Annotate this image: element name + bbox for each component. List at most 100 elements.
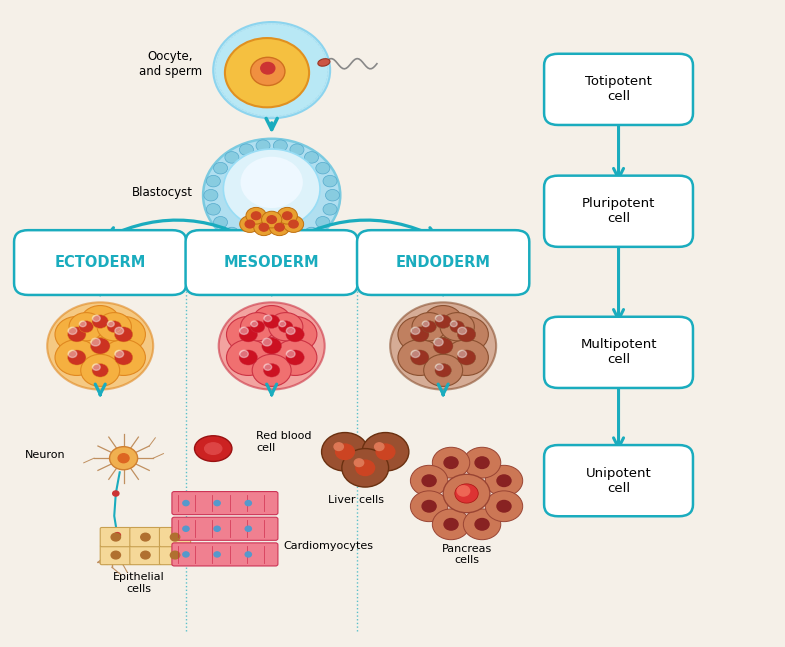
Circle shape — [68, 327, 86, 342]
FancyBboxPatch shape — [544, 317, 693, 388]
Circle shape — [81, 305, 119, 338]
FancyBboxPatch shape — [159, 527, 191, 547]
Circle shape — [334, 443, 343, 450]
Circle shape — [248, 327, 295, 365]
Circle shape — [290, 235, 304, 247]
Circle shape — [412, 313, 447, 341]
Circle shape — [398, 340, 442, 375]
Circle shape — [411, 350, 420, 358]
Circle shape — [445, 316, 488, 353]
FancyBboxPatch shape — [172, 492, 278, 514]
FancyBboxPatch shape — [544, 445, 693, 516]
Circle shape — [240, 157, 303, 208]
Circle shape — [374, 443, 384, 450]
Circle shape — [444, 457, 458, 468]
Circle shape — [305, 151, 319, 163]
Circle shape — [183, 526, 189, 531]
Circle shape — [411, 327, 420, 334]
Circle shape — [322, 433, 368, 471]
Circle shape — [102, 316, 145, 353]
Circle shape — [214, 552, 221, 557]
Circle shape — [245, 526, 251, 531]
FancyBboxPatch shape — [100, 545, 131, 565]
Circle shape — [214, 22, 330, 118]
Circle shape — [219, 302, 325, 389]
Circle shape — [206, 204, 221, 215]
Circle shape — [287, 350, 295, 358]
Text: Epithelial
cells: Epithelial cells — [113, 573, 165, 594]
Circle shape — [279, 321, 293, 333]
Circle shape — [115, 532, 120, 538]
Circle shape — [108, 321, 115, 327]
Circle shape — [323, 204, 337, 215]
Circle shape — [286, 350, 305, 365]
Circle shape — [264, 315, 280, 328]
Circle shape — [356, 460, 374, 476]
Circle shape — [111, 533, 120, 541]
Circle shape — [497, 501, 511, 512]
FancyBboxPatch shape — [130, 545, 161, 565]
Circle shape — [170, 551, 180, 559]
Circle shape — [203, 138, 340, 252]
Text: Totipotent
cell: Totipotent cell — [585, 75, 652, 104]
Circle shape — [79, 321, 93, 333]
Circle shape — [424, 305, 462, 338]
Circle shape — [458, 327, 476, 342]
Circle shape — [390, 302, 496, 389]
Circle shape — [290, 144, 304, 155]
Circle shape — [214, 162, 228, 174]
Circle shape — [277, 208, 298, 224]
Circle shape — [250, 58, 285, 85]
Circle shape — [93, 315, 100, 322]
Circle shape — [411, 465, 447, 496]
Circle shape — [433, 509, 469, 540]
Text: Red blood
cell: Red blood cell — [256, 432, 312, 453]
Circle shape — [225, 227, 239, 239]
Circle shape — [68, 350, 86, 365]
Circle shape — [141, 533, 150, 541]
Circle shape — [239, 350, 248, 358]
Circle shape — [92, 364, 108, 377]
Circle shape — [264, 364, 280, 377]
Circle shape — [239, 327, 257, 342]
Circle shape — [273, 239, 287, 250]
Circle shape — [316, 217, 330, 228]
Circle shape — [444, 474, 490, 512]
Circle shape — [245, 220, 254, 228]
Text: Blastocyst: Blastocyst — [132, 186, 193, 199]
Circle shape — [250, 321, 265, 333]
Circle shape — [225, 38, 309, 107]
Text: Oocyte,
and sperm: Oocyte, and sperm — [139, 50, 202, 78]
Circle shape — [239, 144, 254, 155]
Circle shape — [444, 518, 458, 530]
Text: ECTODERM: ECTODERM — [54, 255, 146, 270]
Text: Liver cells: Liver cells — [328, 495, 384, 505]
Circle shape — [55, 316, 99, 353]
FancyBboxPatch shape — [130, 527, 161, 547]
Circle shape — [214, 217, 228, 228]
Circle shape — [141, 551, 150, 559]
Circle shape — [485, 465, 523, 496]
Circle shape — [289, 220, 298, 228]
Circle shape — [227, 316, 270, 353]
Circle shape — [245, 552, 251, 557]
Circle shape — [93, 364, 100, 370]
Ellipse shape — [318, 59, 330, 66]
Circle shape — [252, 355, 291, 386]
Circle shape — [206, 175, 221, 187]
Circle shape — [69, 313, 104, 341]
Circle shape — [435, 364, 451, 377]
Circle shape — [246, 208, 266, 224]
Circle shape — [434, 338, 444, 346]
Circle shape — [422, 475, 436, 487]
Circle shape — [107, 321, 122, 333]
Circle shape — [77, 327, 123, 365]
Ellipse shape — [205, 443, 222, 454]
Circle shape — [264, 364, 272, 370]
Circle shape — [283, 212, 292, 219]
Circle shape — [113, 491, 119, 496]
Circle shape — [458, 350, 466, 358]
Circle shape — [47, 302, 153, 389]
FancyBboxPatch shape — [544, 54, 693, 125]
Circle shape — [183, 501, 189, 506]
